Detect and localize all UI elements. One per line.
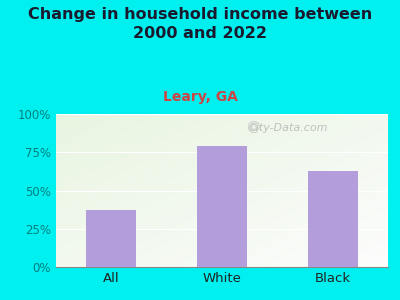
Text: Change in household income between
2000 and 2022: Change in household income between 2000 … xyxy=(28,8,372,41)
Text: Leary, GA: Leary, GA xyxy=(162,90,238,104)
Bar xyxy=(197,146,247,267)
Bar xyxy=(86,210,136,267)
Text: City-Data.com: City-Data.com xyxy=(249,123,328,133)
Bar xyxy=(308,171,358,267)
Text: @: @ xyxy=(247,121,260,135)
